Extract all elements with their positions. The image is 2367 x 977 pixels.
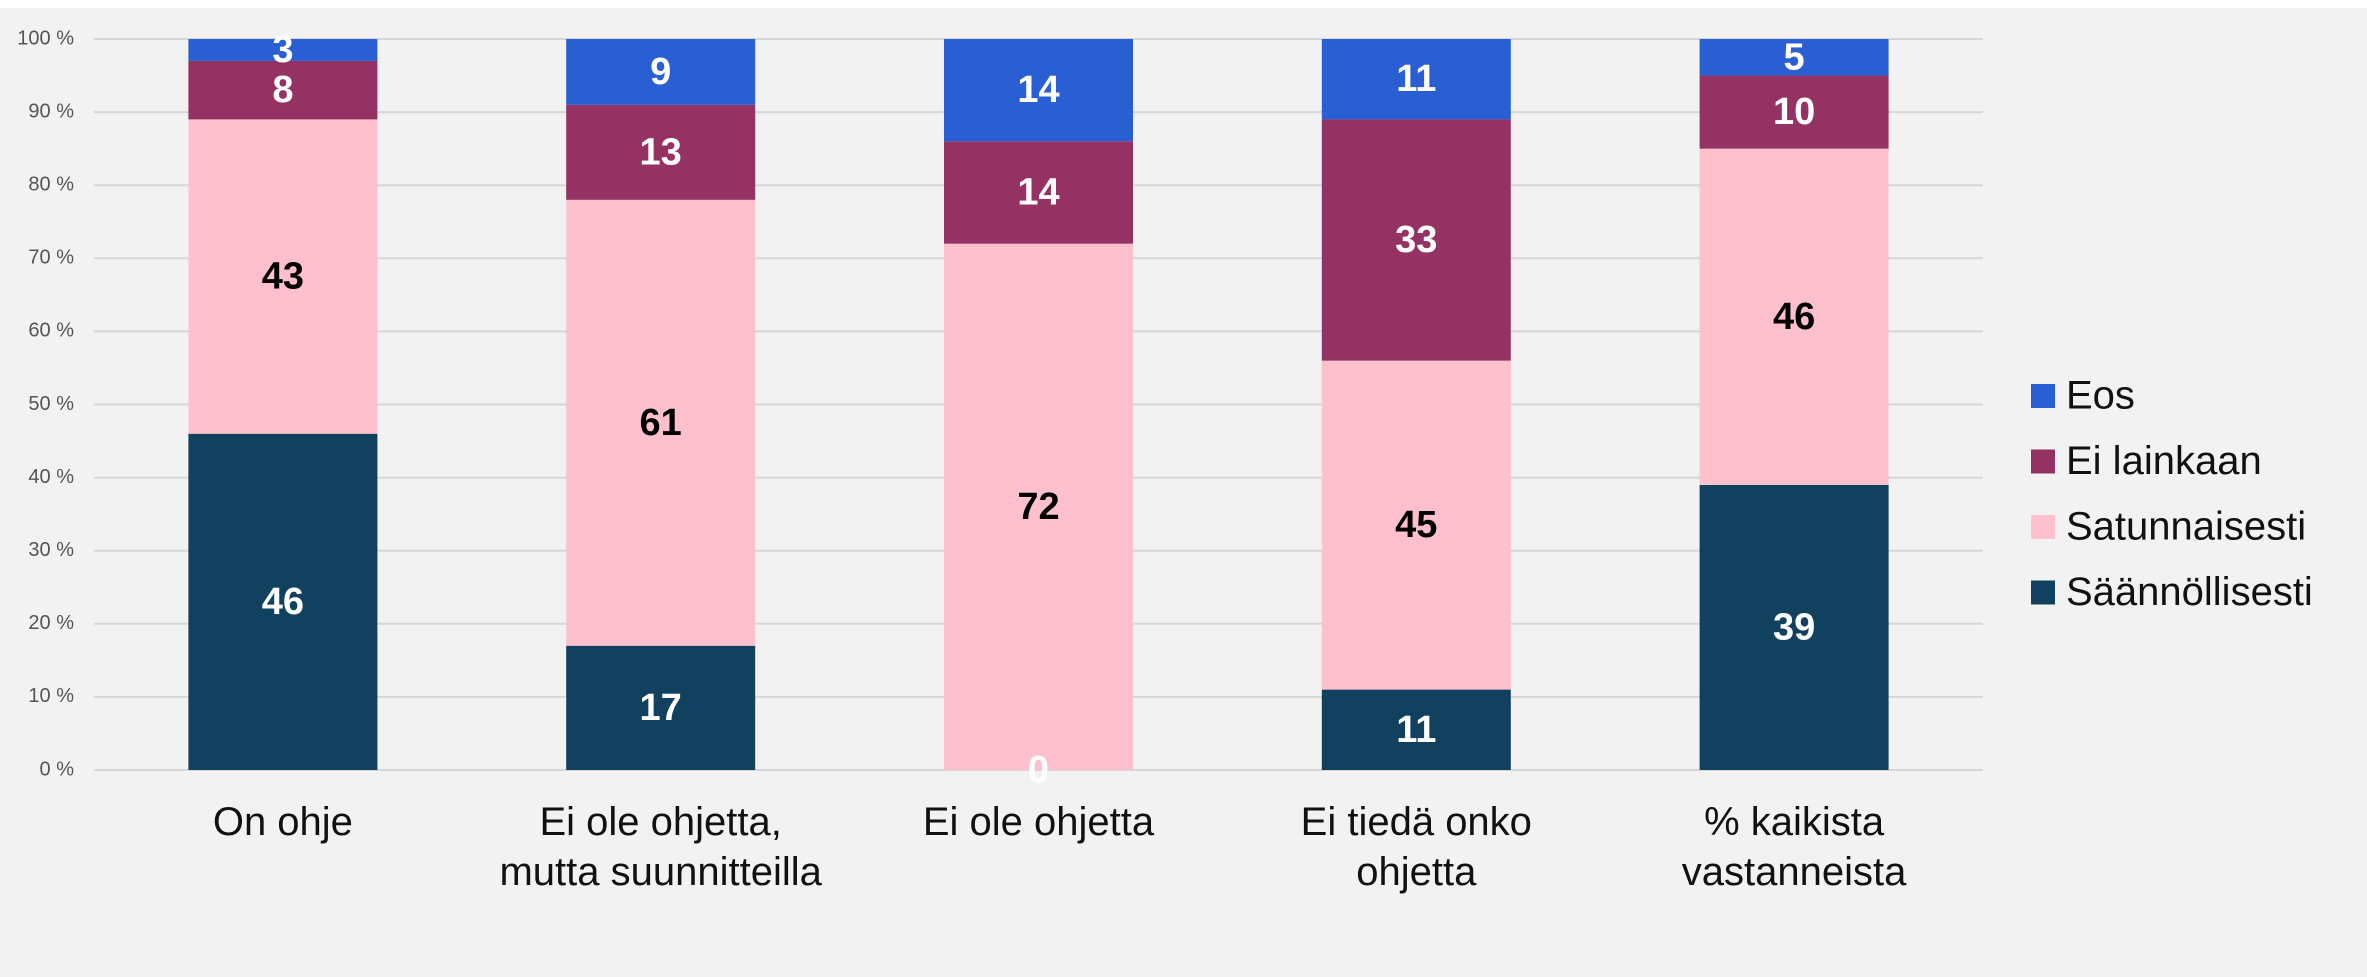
bar-segment <box>188 433 378 770</box>
x-tick-label: Ei ole ohjetta, mutta suunnitteilla <box>499 800 822 894</box>
data-label: 39 <box>1773 606 1815 648</box>
bar-segment <box>566 199 756 646</box>
legend-swatch <box>2031 515 2055 539</box>
data-label: 33 <box>1395 219 1437 261</box>
y-tick-label: 0 % <box>40 758 75 780</box>
bar-segment <box>1699 75 1889 149</box>
data-label: 10 <box>1773 91 1815 133</box>
data-label: 45 <box>1395 504 1437 546</box>
data-label: 72 <box>1017 486 1059 528</box>
x-tick-label: % kaikista vastanneista <box>1681 800 1907 894</box>
bar-segment <box>188 60 378 120</box>
legend-label: Ei lainkaan <box>2066 439 2262 483</box>
data-label: 0 <box>1028 749 1049 791</box>
bar-segment <box>566 645 756 770</box>
bar-segment <box>1321 689 1511 770</box>
y-tick-label: 30 % <box>28 539 74 561</box>
bar-segment <box>188 39 378 61</box>
bar-segment <box>566 104 756 200</box>
data-label: 17 <box>640 687 682 729</box>
y-tick-label: 80 % <box>28 173 74 195</box>
y-tick-label: 50 % <box>28 393 74 415</box>
legend-swatch <box>2031 580 2055 605</box>
data-label: 11 <box>1396 709 1436 751</box>
bar-segment <box>1699 484 1889 770</box>
y-tick-label: 90 % <box>28 100 74 122</box>
bar-segment <box>1321 39 1511 120</box>
background <box>0 8 2367 977</box>
bar-segment <box>944 141 1133 244</box>
bar-segment <box>566 39 756 105</box>
data-label: 11 <box>1396 58 1436 100</box>
x-tick-label: On ohje <box>212 800 353 844</box>
bar-segment <box>1321 360 1511 690</box>
data-label: 3 <box>272 29 293 71</box>
data-label: 46 <box>1773 296 1815 338</box>
legend-label: Satunnaisesti <box>2066 505 2306 549</box>
bar-segment <box>1699 39 1889 76</box>
data-label: 5 <box>1784 36 1805 78</box>
bar-segment <box>1699 148 1889 485</box>
bar-segment <box>1321 119 1511 361</box>
legend-swatch <box>2031 449 2055 474</box>
legend-label: Eos <box>2066 374 2135 418</box>
data-label: 14 <box>1017 69 1059 111</box>
data-label: 43 <box>262 256 304 298</box>
data-label: 13 <box>640 131 682 173</box>
x-tick-label: Ei tiedä onko ohjetta <box>1300 800 1532 894</box>
data-label: 14 <box>1017 172 1059 214</box>
data-label: 8 <box>272 69 293 111</box>
legend-swatch <box>2031 384 2055 408</box>
y-tick-label: 10 % <box>28 685 74 707</box>
bar-segment <box>944 243 1133 770</box>
bar-segment <box>944 39 1133 142</box>
data-label: 61 <box>640 402 682 444</box>
data-label: 9 <box>650 51 671 93</box>
y-tick-label: 100 % <box>17 27 74 49</box>
data-label: 46 <box>262 581 304 623</box>
x-tick-label: Ei ole ohjetta <box>922 800 1155 844</box>
legend-label: Säännöllisesti <box>2066 570 2313 614</box>
y-tick-label: 60 % <box>28 320 74 342</box>
bar-segment <box>188 119 378 434</box>
y-tick-label: 40 % <box>28 466 74 488</box>
y-tick-label: 70 % <box>28 247 74 269</box>
y-tick-label: 20 % <box>28 612 74 634</box>
